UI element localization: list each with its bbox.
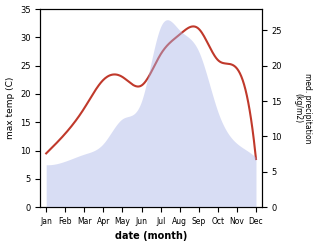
X-axis label: date (month): date (month) [115,231,187,242]
Y-axis label: med. precipitation
(kg/m2): med. precipitation (kg/m2) [293,73,313,143]
Y-axis label: max temp (C): max temp (C) [5,77,15,139]
